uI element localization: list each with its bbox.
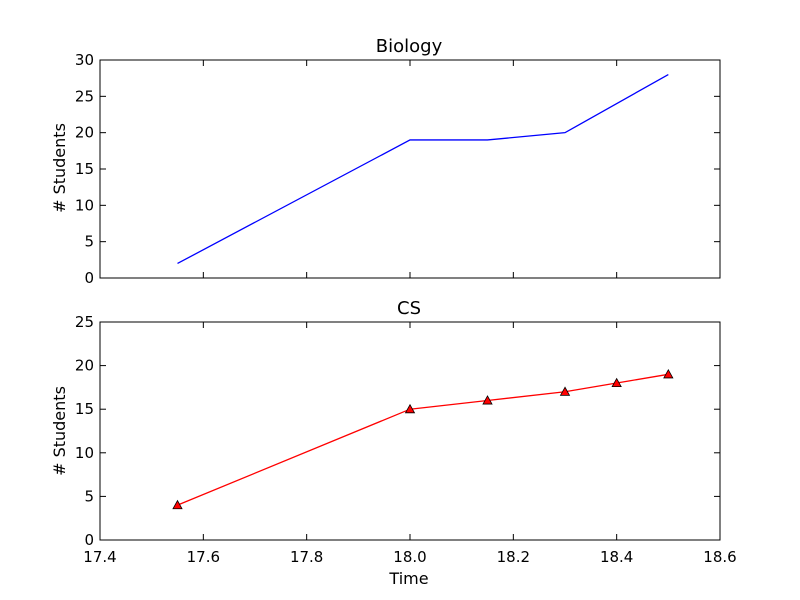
y-tick-label: 15	[75, 160, 94, 178]
y-tick-label: 0	[84, 531, 94, 549]
y-tick-label: 0	[84, 269, 94, 287]
y-tick-label: 5	[84, 487, 94, 505]
y-tick-label: 20	[75, 124, 94, 142]
data-point-marker	[611, 377, 622, 388]
x-tick-label: 17.6	[187, 548, 220, 566]
plot-area	[177, 73, 669, 265]
series-line	[177, 373, 669, 506]
axes-frame	[99, 59, 721, 279]
data-point-marker	[172, 499, 183, 510]
y-tick-label: 20	[75, 357, 94, 375]
axes-frame	[99, 321, 721, 541]
x-tick-label: 17.4	[83, 548, 116, 566]
subplot-title: Biology	[376, 36, 443, 57]
data-point-marker	[482, 395, 493, 405]
y-axis-label: # Students	[50, 123, 69, 213]
tick-layer: 0 5 10 15 20 25 30	[75, 51, 721, 287]
y-tick-label: 15	[75, 400, 94, 418]
x-tick-label: 18.4	[600, 548, 633, 566]
x-tick-label: 17.8	[290, 548, 323, 566]
data-point-marker	[404, 403, 416, 414]
subplot-title: CS	[397, 298, 421, 319]
plot-area	[172, 368, 674, 510]
x-tick-label: 18.0	[393, 548, 426, 566]
data-point-marker	[559, 386, 571, 396]
subplot-cs: CS # Students Time 0 5 10 15 20 25 17.4 17.6 17.…	[50, 298, 737, 588]
data-point-marker	[663, 368, 674, 379]
y-tick-label: 30	[75, 51, 94, 69]
y-tick-label: 10	[75, 196, 94, 214]
y-tick-label: 10	[75, 444, 94, 462]
subplot-biology: Biology # Students 0 5 10 15 20 25 30	[50, 36, 721, 287]
y-tick-label: 25	[75, 313, 94, 331]
y-tick-label: 25	[75, 87, 94, 105]
x-axis-label: Time	[388, 569, 428, 588]
y-axis-label: # Students	[50, 386, 69, 476]
series-line	[177, 73, 669, 265]
x-tick-label: 18.2	[497, 548, 530, 566]
x-tick-label: 18.6	[703, 548, 736, 566]
y-tick-label: 5	[84, 233, 94, 251]
tick-layer: 0 5 10 15 20 25 17.4 17.6 17.8 18.0 18.2 18.4 18.6	[75, 313, 737, 566]
